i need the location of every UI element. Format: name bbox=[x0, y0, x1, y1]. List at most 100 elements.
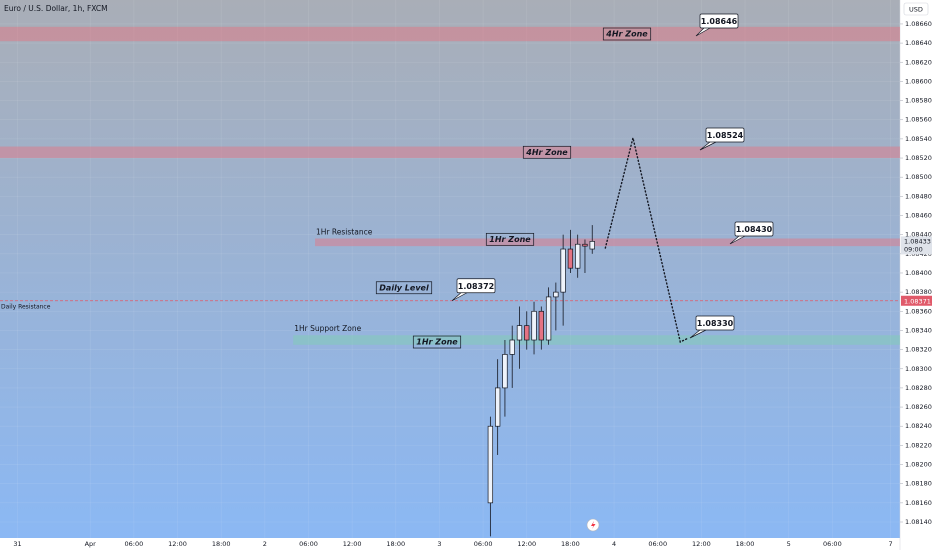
callout-pointer bbox=[699, 141, 717, 151]
x-tick-label: 06:00 bbox=[823, 540, 842, 548]
daily-level-axis-label: 1.08371 bbox=[904, 297, 931, 305]
zone-label: 1Hr Zone bbox=[416, 338, 458, 347]
last-price-box bbox=[901, 236, 932, 255]
zone-label-box bbox=[602, 27, 652, 41]
y-tick-label: 1.08640 bbox=[905, 39, 932, 47]
zone bbox=[315, 238, 900, 247]
x-tick-label: 12:00 bbox=[692, 540, 711, 548]
y-tick-label: 1.08440 bbox=[905, 231, 932, 239]
y-tick-label: 1.08220 bbox=[905, 441, 932, 449]
callout-label: 1.08430 bbox=[736, 225, 773, 234]
candle-body bbox=[553, 291, 559, 298]
daily-level-axis-box bbox=[901, 295, 932, 306]
daily-level-caption: Daily Resistance bbox=[1, 303, 51, 310]
x-tick-label: 12:00 bbox=[168, 540, 187, 548]
projection-path bbox=[604, 137, 689, 343]
zone-caption: 1Hr Support Zone bbox=[294, 324, 361, 333]
candle-body bbox=[567, 248, 574, 269]
candle-body bbox=[524, 325, 530, 341]
y-tick-label: 1.08480 bbox=[905, 192, 932, 200]
callout-pointer bbox=[689, 329, 707, 339]
callout-label: 1.08372 bbox=[458, 282, 494, 291]
y-tick-label: 1.08540 bbox=[905, 135, 932, 143]
x-tick-label: 2 bbox=[263, 540, 267, 548]
candle-body bbox=[538, 310, 544, 341]
currency-box[interactable] bbox=[903, 2, 929, 16]
y-tick-label: 1.08400 bbox=[905, 269, 932, 277]
zone bbox=[293, 335, 901, 345]
y-tick-label: 1.08320 bbox=[905, 346, 932, 354]
x-tick-label: 4 bbox=[612, 540, 616, 548]
callout-label: 1.08646 bbox=[701, 17, 738, 26]
y-tick-label: 1.08260 bbox=[905, 403, 932, 411]
x-tick-label: 06:00 bbox=[648, 540, 667, 548]
y-tick-label: 1.08580 bbox=[905, 97, 932, 105]
y-tick-label: 1.08340 bbox=[905, 326, 932, 334]
candle-body bbox=[589, 241, 595, 250]
y-tick-label: 1.08460 bbox=[905, 212, 932, 220]
chart-title: Euro / U.S. Dollar, 1h, FXCM bbox=[4, 4, 108, 13]
candle-body bbox=[509, 339, 515, 355]
candle-body bbox=[516, 325, 523, 341]
countdown-label: 09:00 bbox=[904, 245, 923, 253]
candle-body bbox=[531, 310, 537, 341]
x-tick-label: 12:00 bbox=[517, 540, 536, 548]
callout-box bbox=[734, 221, 774, 237]
candle-body bbox=[502, 354, 508, 389]
x-tick-label: Apr bbox=[85, 540, 97, 548]
x-tick-label: 18:00 bbox=[736, 540, 755, 548]
y-tick-label: 1.08560 bbox=[905, 116, 932, 124]
x-tick-label: 31 bbox=[13, 540, 21, 548]
zone-label: 4Hr Zone bbox=[605, 30, 648, 39]
candle-body bbox=[560, 248, 566, 293]
callout-label: 1.08330 bbox=[697, 319, 734, 328]
candles bbox=[487, 225, 595, 537]
y-tick-label: 1.08160 bbox=[905, 499, 932, 507]
axes: 1.08660 1.08640 1.08620 1.08600 1.08580 1.085… bbox=[13, 20, 932, 548]
callout-box bbox=[699, 13, 739, 29]
callout-pointer bbox=[451, 292, 468, 302]
y-tick-label: 1.08520 bbox=[905, 154, 932, 162]
x-tick-label: 18:00 bbox=[386, 540, 405, 548]
y-tick-label: 1.08600 bbox=[905, 77, 932, 85]
last-price-label: 1.08433 bbox=[904, 237, 931, 245]
zone-label-box bbox=[375, 281, 433, 295]
y-tick-label: 1.08380 bbox=[905, 288, 932, 296]
y-tick-label: 1.08180 bbox=[905, 480, 932, 488]
y-tick-label: 1.08200 bbox=[905, 461, 932, 469]
x-tick-label: 06:00 bbox=[299, 540, 318, 548]
zone-label-box bbox=[485, 232, 535, 246]
zone-label: 4Hr Zone bbox=[525, 148, 568, 157]
replay-icon[interactable] bbox=[586, 518, 600, 532]
callout-box bbox=[695, 315, 735, 331]
candle-body bbox=[582, 243, 588, 247]
x-tick-label: 18:00 bbox=[561, 540, 580, 548]
y-tick-label: 1.08620 bbox=[905, 58, 932, 66]
candle-body bbox=[545, 296, 552, 341]
x-tick-label: 18:00 bbox=[212, 540, 231, 548]
callout-box bbox=[705, 127, 745, 143]
candle-body bbox=[495, 387, 501, 427]
zone-label-box bbox=[522, 145, 572, 159]
zone-caption: 1Hr Resistance bbox=[316, 227, 373, 236]
zone bbox=[0, 26, 900, 42]
zones bbox=[0, 26, 901, 345]
annotations: 4Hr Zone 1.08646 4Hr Zone 1.08524 1Hr Resist… bbox=[1, 13, 774, 349]
y-tick-label: 1.08300 bbox=[905, 365, 932, 373]
x-tick-label: 06:00 bbox=[125, 540, 144, 548]
callout-pointer bbox=[695, 27, 711, 37]
candle-body bbox=[575, 243, 581, 269]
plot-background bbox=[0, 0, 900, 538]
price-axis bbox=[900, 0, 932, 550]
currency: USD bbox=[909, 6, 923, 14]
time-axis bbox=[0, 538, 900, 550]
y-tick-label: 1.08240 bbox=[905, 422, 932, 430]
zone-label: 1Hr Zone bbox=[489, 235, 531, 244]
y-tick-label: 1.08660 bbox=[905, 20, 932, 28]
callout-box bbox=[456, 278, 496, 294]
y-tick-label: 1.08280 bbox=[905, 384, 932, 392]
y-tick-label: 1.08140 bbox=[905, 518, 932, 526]
zone-label-box bbox=[412, 335, 462, 349]
x-tick-label: 3 bbox=[437, 540, 441, 548]
